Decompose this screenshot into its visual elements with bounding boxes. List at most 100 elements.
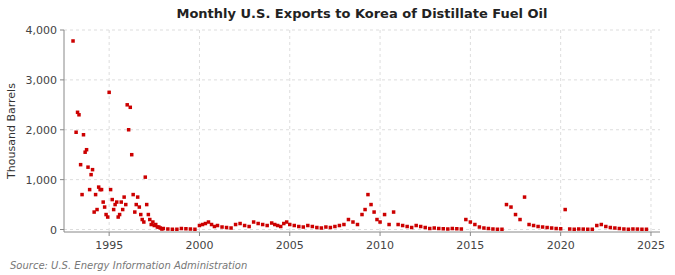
axes: 01,0002,0003,0004,0001995200020052010201… xyxy=(26,24,665,252)
point xyxy=(302,225,306,229)
point xyxy=(568,227,572,231)
point xyxy=(133,210,137,214)
point xyxy=(442,227,446,231)
y-tick-label: 2,000 xyxy=(26,124,58,137)
point xyxy=(110,198,114,202)
point xyxy=(509,205,513,209)
point xyxy=(478,225,482,229)
y-grid-line xyxy=(64,179,660,180)
point xyxy=(142,220,146,224)
point xyxy=(247,225,251,229)
point xyxy=(256,222,260,226)
point xyxy=(103,205,107,209)
point xyxy=(342,223,346,227)
point xyxy=(505,203,509,207)
point xyxy=(464,218,468,222)
point xyxy=(270,221,274,225)
y-tick xyxy=(60,30,64,31)
point xyxy=(207,220,211,224)
x-tick xyxy=(560,232,561,236)
point xyxy=(405,225,409,229)
point xyxy=(622,227,626,231)
point xyxy=(252,220,256,224)
x-grid-line xyxy=(470,30,471,232)
point xyxy=(563,208,567,212)
point xyxy=(145,203,149,207)
y-axis-line xyxy=(64,30,65,232)
point xyxy=(455,227,459,231)
point xyxy=(147,213,151,217)
x-tick xyxy=(650,232,651,236)
y-axis-label: Thousand Barrels xyxy=(5,83,18,180)
x-grid-line xyxy=(560,30,561,232)
grid xyxy=(64,30,660,232)
point xyxy=(180,227,184,231)
point xyxy=(572,228,576,232)
title: Monthly U.S. Exports to Korea of Distill… xyxy=(177,6,548,21)
point xyxy=(134,203,138,207)
x-tick-label: 2015 xyxy=(456,239,484,252)
chart: 01,0002,0003,0004,0001995200020052010201… xyxy=(0,0,675,275)
x-tick-label: 2000 xyxy=(185,239,213,252)
point xyxy=(410,226,414,230)
y-grid-line xyxy=(64,30,660,31)
point xyxy=(378,220,382,224)
point xyxy=(383,213,387,217)
point xyxy=(514,213,518,217)
point xyxy=(122,195,126,199)
point xyxy=(609,226,613,230)
point xyxy=(213,225,217,229)
point xyxy=(184,227,188,231)
point xyxy=(532,224,536,228)
point xyxy=(193,228,197,232)
point xyxy=(518,218,522,222)
point xyxy=(238,222,242,226)
point xyxy=(396,223,400,227)
point xyxy=(636,227,640,231)
point xyxy=(74,130,78,134)
point xyxy=(261,223,265,227)
point xyxy=(120,200,124,204)
point xyxy=(559,227,563,231)
point xyxy=(460,227,464,231)
point xyxy=(138,205,142,209)
point xyxy=(428,227,432,231)
x-tick xyxy=(199,232,200,236)
x-tick-label: 1995 xyxy=(95,239,123,252)
point xyxy=(225,226,229,230)
point xyxy=(306,224,310,228)
point xyxy=(82,133,86,137)
point xyxy=(392,210,396,214)
x-grid-line xyxy=(289,30,290,232)
point xyxy=(243,224,247,228)
point xyxy=(496,228,500,232)
point xyxy=(293,224,297,228)
point xyxy=(333,225,337,229)
point xyxy=(297,225,301,229)
point xyxy=(586,228,590,232)
point xyxy=(527,223,531,227)
point xyxy=(581,227,585,231)
point xyxy=(366,193,370,197)
point xyxy=(89,173,93,177)
point xyxy=(77,113,81,117)
point xyxy=(550,226,554,230)
point xyxy=(324,225,328,229)
point xyxy=(115,200,119,204)
point xyxy=(136,195,140,199)
point xyxy=(375,218,379,222)
point xyxy=(279,225,283,229)
point xyxy=(482,226,486,230)
point xyxy=(234,223,238,227)
point xyxy=(129,106,133,110)
point xyxy=(541,225,545,229)
x-axis-line xyxy=(64,232,660,233)
point xyxy=(118,213,122,217)
point xyxy=(631,227,635,231)
point xyxy=(356,223,360,227)
point xyxy=(127,128,131,132)
x-grid-line xyxy=(109,30,110,232)
point xyxy=(131,193,135,197)
point xyxy=(315,226,319,230)
point xyxy=(71,39,75,43)
